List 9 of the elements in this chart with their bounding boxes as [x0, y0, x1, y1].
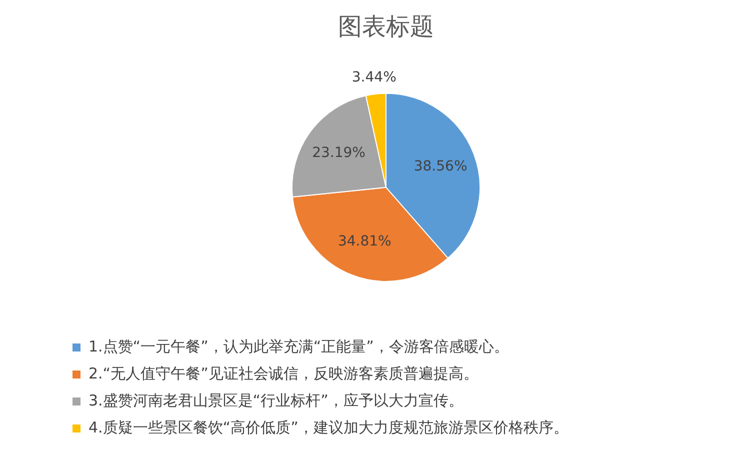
data-label: 3.44%	[352, 70, 396, 86]
data-label: 38.56%	[414, 158, 468, 175]
data-label: 34.81%	[338, 233, 392, 250]
legend-label: 4.质疑一些景区餐饮“高价低质”，建议加大力度规范旅游景区价格秩序。	[88, 418, 568, 436]
legend-label: 2.“无人值守午餐”见证社会诚信，反映游客素质普遍提高。	[88, 364, 478, 382]
legend-label: 1.点赞“一元午餐”，认为此举充满“正能量”，令游客倍感暖心。	[88, 337, 509, 356]
legend-label: 3.盛赞河南老君山景区是“行业标杆”，应予以大力宣传。	[88, 391, 464, 410]
chart-title: 图表标题	[338, 12, 434, 41]
data-label: 23.19%	[312, 144, 366, 161]
